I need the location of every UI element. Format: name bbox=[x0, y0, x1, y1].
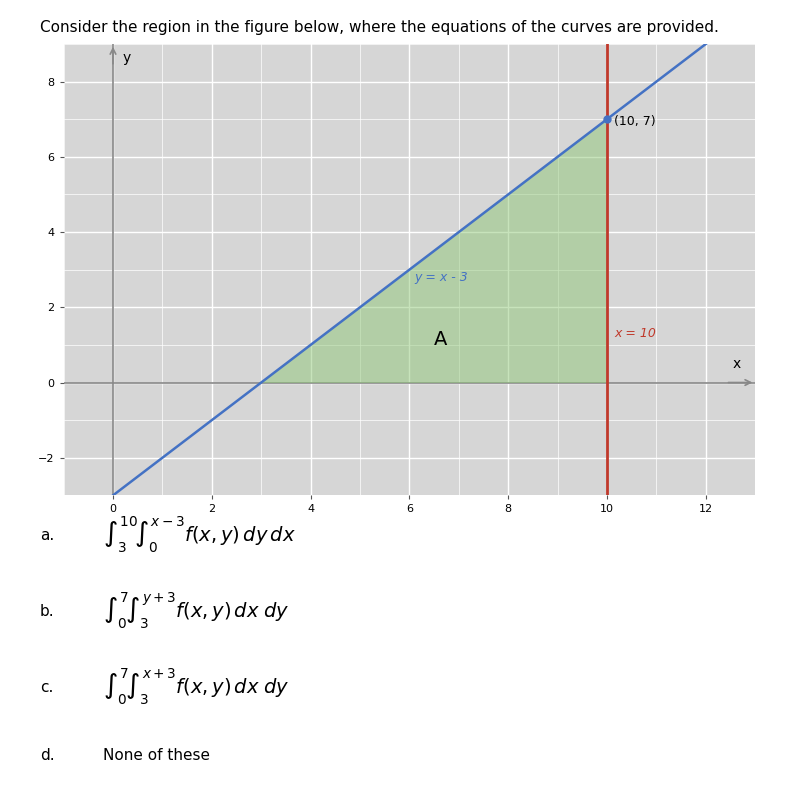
Text: $\int_{0}^{7}\!\int_{3}^{y+3} f(x,y)\,dx\; dy$: $\int_{0}^{7}\!\int_{3}^{y+3} f(x,y)\,dx… bbox=[103, 591, 289, 631]
Text: b.: b. bbox=[40, 604, 54, 618]
Text: d.: d. bbox=[40, 748, 54, 762]
Text: None of these: None of these bbox=[103, 748, 211, 762]
Text: $\int_{3}^{10}\!\int_{0}^{x-3} f(x,y)\,dy\,dx$: $\int_{3}^{10}\!\int_{0}^{x-3} f(x,y)\,d… bbox=[103, 515, 297, 555]
Text: a.: a. bbox=[40, 528, 54, 543]
Text: y: y bbox=[123, 51, 131, 66]
Polygon shape bbox=[262, 119, 607, 383]
Text: (10, 7): (10, 7) bbox=[615, 115, 656, 128]
Text: c.: c. bbox=[40, 680, 53, 694]
Text: y = x - 3: y = x - 3 bbox=[414, 271, 468, 284]
Text: Consider the region in the figure below, where the equations of the curves are p: Consider the region in the figure below,… bbox=[40, 20, 719, 35]
Text: A: A bbox=[434, 330, 448, 349]
Text: $\int_{0}^{7}\!\int_{3}^{x+3} f(x,y)\,dx\; dy$: $\int_{0}^{7}\!\int_{3}^{x+3} f(x,y)\,dx… bbox=[103, 667, 289, 707]
Text: x = 10: x = 10 bbox=[615, 328, 657, 340]
Text: x: x bbox=[732, 357, 740, 372]
